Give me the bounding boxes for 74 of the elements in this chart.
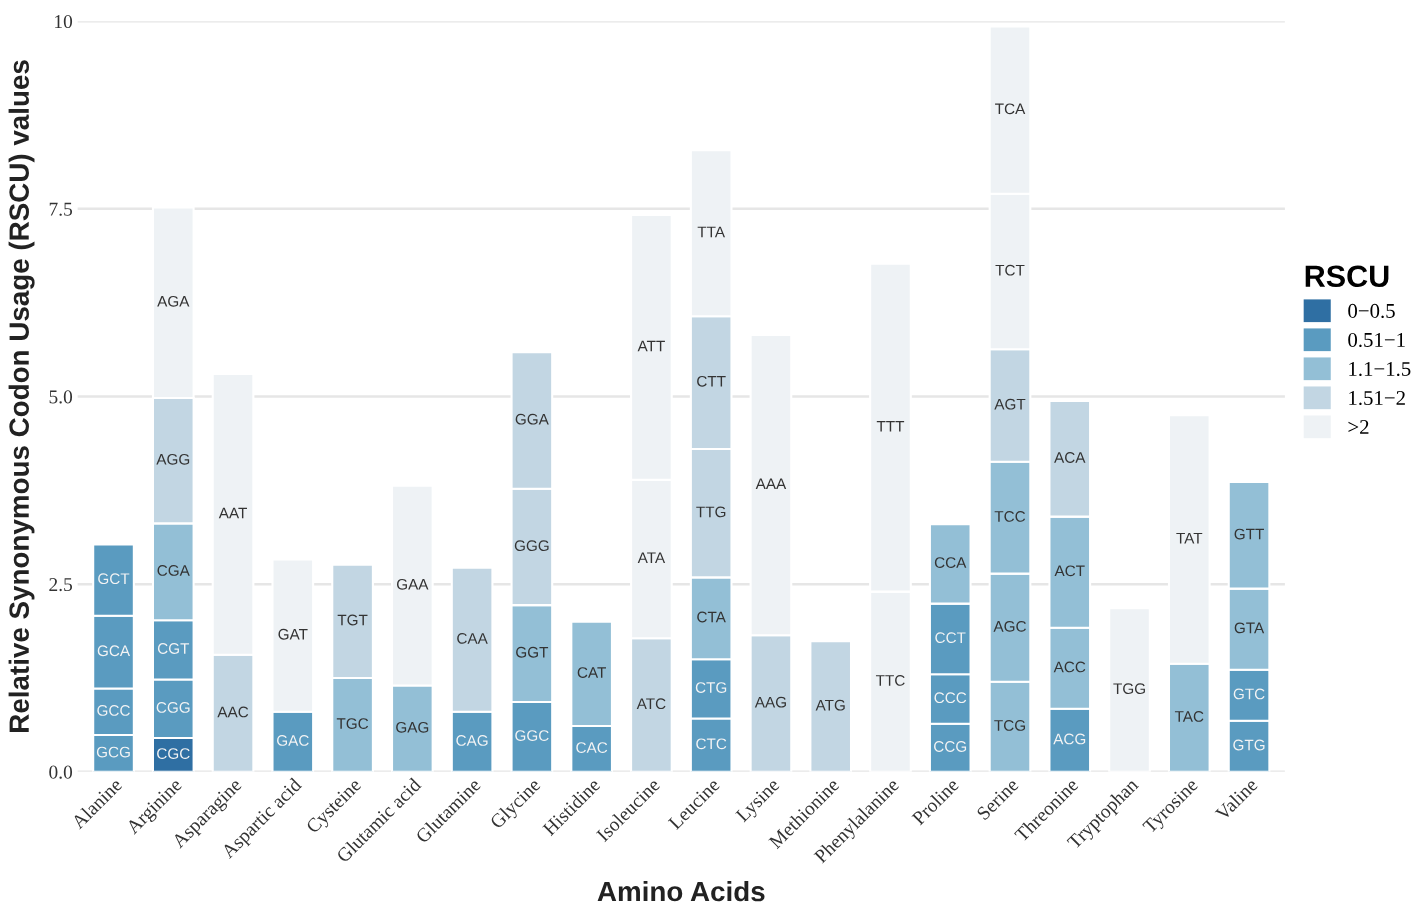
y-axis-title: Relative Synonymous Codon Usage (RSCU) values [8,60,35,732]
data-label: ATG [815,699,845,711]
y-tick-label: 7.5 [49,202,73,216]
data-label: GGA [515,413,549,425]
y-tick-label: 0.0 [49,765,73,779]
data-label: TCT [995,264,1025,276]
data-label: GAT [278,628,308,640]
data-label: AAC [217,706,249,718]
data-label: GTG [1233,739,1265,751]
data-label: AGA [157,295,190,307]
data-label: ACG [1053,733,1086,745]
legend-title: RSCU [1305,265,1389,288]
y-tick-label: 2.5 [49,578,73,592]
data-label: AAA [755,478,787,490]
y-tick-label: 10 [55,15,73,29]
data-label: TTG [696,506,726,518]
data-label: TCC [994,511,1026,522]
data-label: CTT [697,375,726,387]
data-label: GGT [516,646,549,658]
data-label: CGT [157,643,190,654]
data-label: ATT [637,340,665,352]
legend-label: 1.51−2 [1349,390,1405,406]
x-axis-title: Amino Acids [597,880,765,902]
data-label: AGC [993,620,1026,632]
data-label: TGT [337,614,368,626]
data-label: GTA [1234,622,1265,634]
data-label: AGG [156,453,190,465]
data-label: TCG [994,720,1025,731]
data-label: GGG [514,540,549,552]
data-label: CGG [156,702,190,713]
data-label: GCG [96,746,130,758]
data-label: ACT [1054,565,1085,577]
data-label: CGA [157,565,190,576]
data-label: TAC [1174,711,1204,722]
data-label: TGC [336,718,369,729]
data-label: CAC [576,742,608,754]
legend-label: 1.1−1.5 [1349,362,1411,377]
data-label: CAG [456,735,488,746]
data-label: CTC [696,738,727,750]
legend-label: >2 [1348,420,1369,434]
data-label: CCT [935,632,966,644]
data-label: CAA [457,632,488,644]
data-label: ACC [1053,661,1086,673]
data-label: AAT [218,507,247,519]
data-label: CCC [934,692,967,704]
y-tick-label: 5.0 [49,390,73,404]
data-label: GCT [98,573,130,585]
data-label: GTT [1234,528,1264,540]
data-label: GAC [277,735,309,746]
data-label: GGC [515,730,549,741]
data-label: GAG [396,721,429,733]
data-label: CTG [695,682,727,693]
data-label: TTA [697,226,726,238]
data-label: CAT [577,667,607,678]
data-label: TGG [1113,683,1145,695]
data-label: GCC [97,705,130,716]
data-label: TAT [1176,532,1203,544]
data-label: ACA [1054,452,1086,463]
data-label: CGC [157,748,190,760]
data-label: GCA [97,645,131,657]
data-label: CTA [697,611,726,623]
data-label: CCG [934,741,967,752]
data-label: GTC [1233,688,1265,700]
data-label: CCA [934,557,967,568]
legend-label: 0.51−1 [1348,332,1405,348]
data-label: TCA [995,103,1026,115]
data-label: AGT [994,398,1026,410]
data-label: ATA [637,552,666,563]
data-label: ATC [636,698,666,710]
data-label: TTT [876,421,905,432]
data-label: AAG [754,696,786,708]
data-label: TTC [875,675,905,686]
data-label: GAA [396,578,429,590]
legend-label: 0−0.5 [1348,303,1395,319]
